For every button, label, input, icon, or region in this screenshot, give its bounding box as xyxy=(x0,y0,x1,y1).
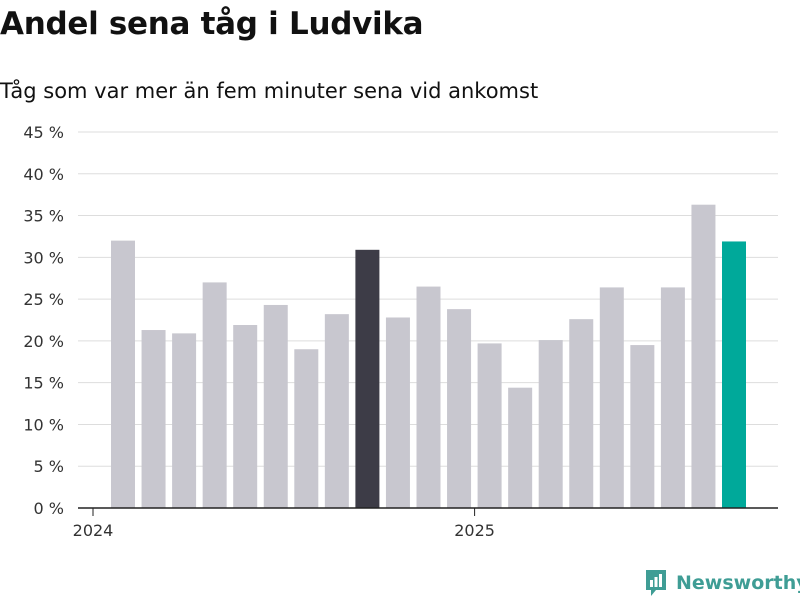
bar xyxy=(630,345,655,508)
y-tick-label: 35 % xyxy=(23,207,64,226)
bar xyxy=(233,325,258,508)
x-tick-label: 2025 xyxy=(454,521,495,540)
brand-logo: Newsworthy xyxy=(644,567,800,599)
bar xyxy=(660,287,685,508)
chart-title: Andel sena tåg i Ludvika xyxy=(0,6,424,42)
bar xyxy=(141,330,166,508)
bar xyxy=(691,204,716,508)
y-tick-label: 5 % xyxy=(34,457,64,476)
bar xyxy=(111,240,135,508)
bar xyxy=(447,309,472,508)
bar xyxy=(569,319,594,508)
bar xyxy=(355,249,380,508)
bar xyxy=(385,317,410,508)
bar xyxy=(538,340,563,508)
brand-name: Newsworthy xyxy=(676,572,800,594)
bar xyxy=(294,349,319,508)
bar xyxy=(172,333,197,508)
bar xyxy=(324,314,349,508)
y-tick-label: 0 % xyxy=(34,499,64,518)
x-tick-label: 2024 xyxy=(73,521,114,540)
bar xyxy=(722,241,746,508)
bar xyxy=(508,387,533,508)
chart-subtitle: Tåg som var mer än fem minuter sena vid … xyxy=(0,79,539,103)
bar xyxy=(416,286,441,508)
y-tick-label: 15 % xyxy=(23,374,64,393)
y-tick-label: 10 % xyxy=(23,415,64,434)
y-tick-label: 20 % xyxy=(23,332,64,351)
bar xyxy=(202,282,227,508)
bar xyxy=(263,304,288,508)
bar xyxy=(599,287,624,508)
bar xyxy=(477,343,502,508)
y-tick-label: 30 % xyxy=(23,248,64,267)
y-tick-label: 45 % xyxy=(23,123,64,142)
y-tick-label: 40 % xyxy=(23,165,64,184)
y-tick-label: 25 % xyxy=(23,290,64,309)
newsworthy-logo-icon xyxy=(646,570,666,596)
